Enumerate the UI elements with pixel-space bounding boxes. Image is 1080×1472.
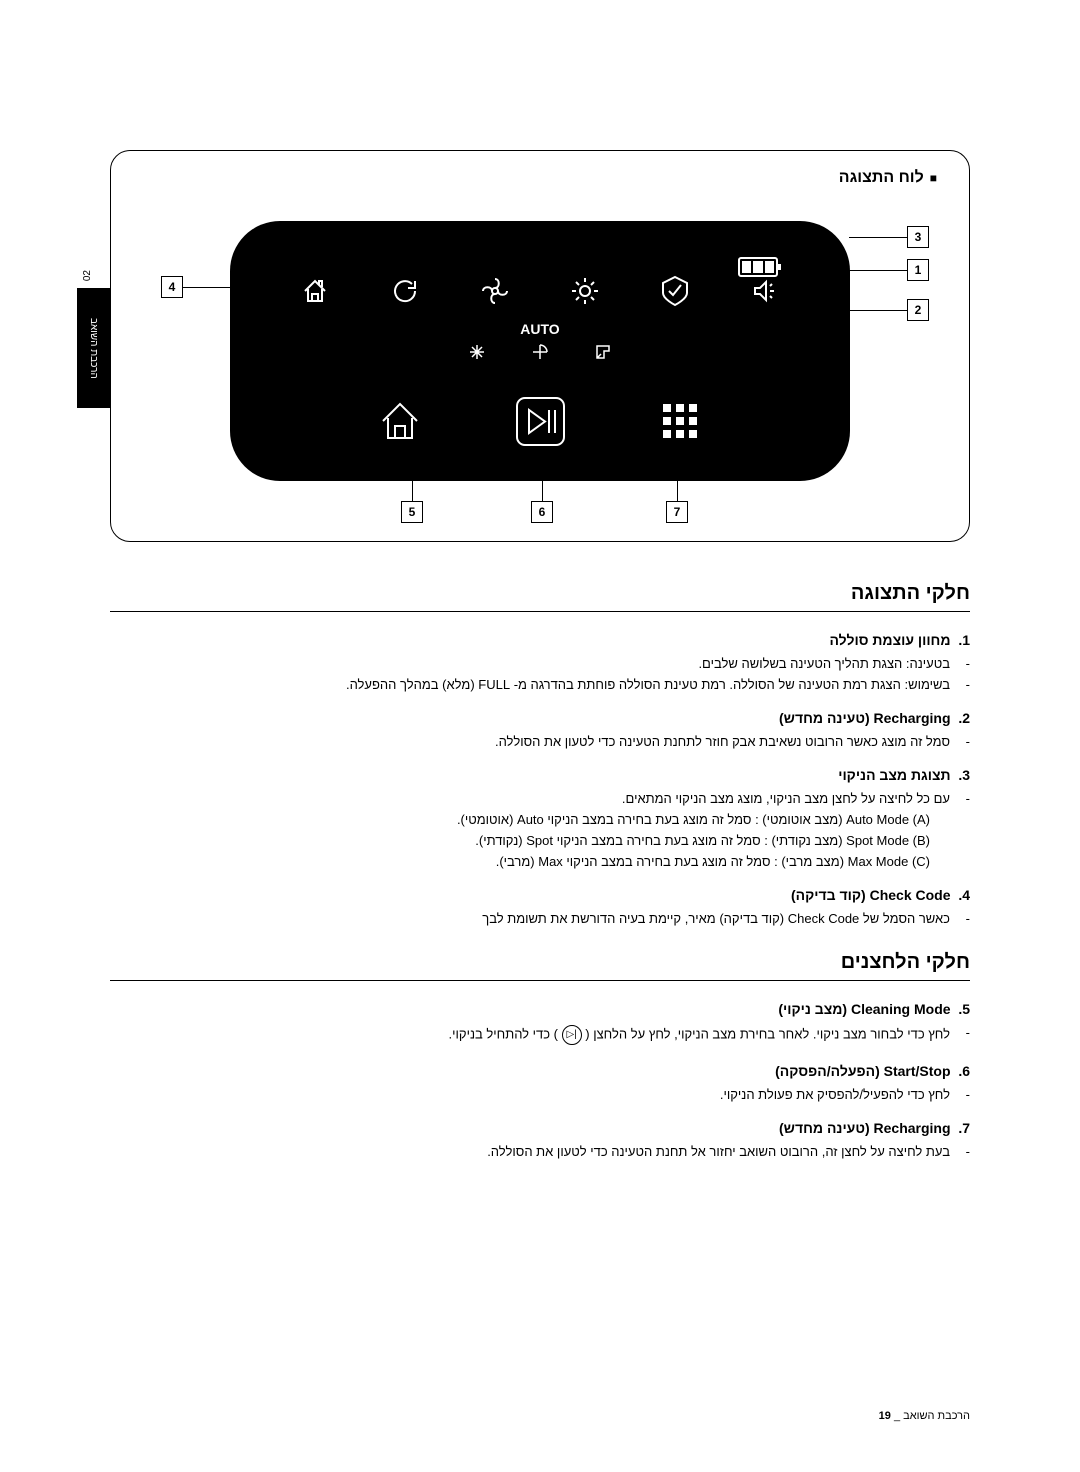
side-number-label: 02 <box>82 270 93 281</box>
section1-title: חלקי התצוגה <box>110 582 970 612</box>
page-footer: הרכבת השואב _ 19 <box>879 1410 970 1422</box>
section2-list: 5. Cleaning Mode (מצב ניקוי) לחץ כדי לבח… <box>110 1001 970 1159</box>
auto-icon <box>565 271 605 311</box>
sound-icon <box>745 271 785 311</box>
item-4: 4. Check Code (קוד בדיקה) כאשר הסמל של C… <box>110 887 970 926</box>
section2-title: חלקי הלחצנים <box>110 951 970 981</box>
item-2: 2. Recharging (טעינה מחדש) סמל זה מוצג כ… <box>110 710 970 749</box>
side-tab: הרכבת השואב <box>77 288 110 408</box>
play-inline-icon: ▷| <box>562 1025 582 1045</box>
sub-icon-c <box>594 343 612 361</box>
top-icon-row <box>230 271 850 311</box>
sub-icon-a <box>468 343 486 361</box>
callout-4: 4 <box>161 276 183 298</box>
callout-7: 7 <box>666 501 688 523</box>
callout-5: 5 <box>401 501 423 523</box>
sub-icon-b <box>531 343 549 361</box>
grid-icon <box>650 391 710 451</box>
diagram-title: לוח התצוגה <box>839 169 937 187</box>
item-1: 1. מחוון עוצמת סוללה בטעינה: הצגת תהליך … <box>110 632 970 692</box>
callout-6: 6 <box>531 501 553 523</box>
sub-icon-row <box>230 343 850 361</box>
house-icon <box>295 271 335 311</box>
diagram-container: לוח התצוגה AUTO <box>110 150 970 542</box>
item-6: 6. Start/Stop (הפעלה/הפסקה) לחץ כדי להפע… <box>110 1063 970 1102</box>
callout-1: 1 <box>907 259 929 281</box>
callout-3: 3 <box>907 226 929 248</box>
bottom-icon-row <box>230 391 850 451</box>
auto-text: AUTO <box>230 321 850 337</box>
fan-icon <box>475 271 515 311</box>
refresh-icon <box>385 271 425 311</box>
play-pause-icon <box>510 391 570 451</box>
item-3: 3. תצוגת מצב הניקוי עם כל לחיצה על לחצן … <box>110 767 970 869</box>
home-icon <box>370 391 430 451</box>
item-5: 5. Cleaning Mode (מצב ניקוי) לחץ כדי לבח… <box>110 1001 970 1045</box>
section1-list: 1. מחוון עוצמת סוללה בטעינה: הצגת תהליך … <box>110 632 970 926</box>
check-icon <box>655 271 695 311</box>
display-panel: AUTO <box>230 221 850 481</box>
callout-2: 2 <box>907 299 929 321</box>
item-7: 7. Recharging (טעינה מחדש) בעת לחיצה על … <box>110 1120 970 1159</box>
battery-indicator <box>738 257 778 277</box>
